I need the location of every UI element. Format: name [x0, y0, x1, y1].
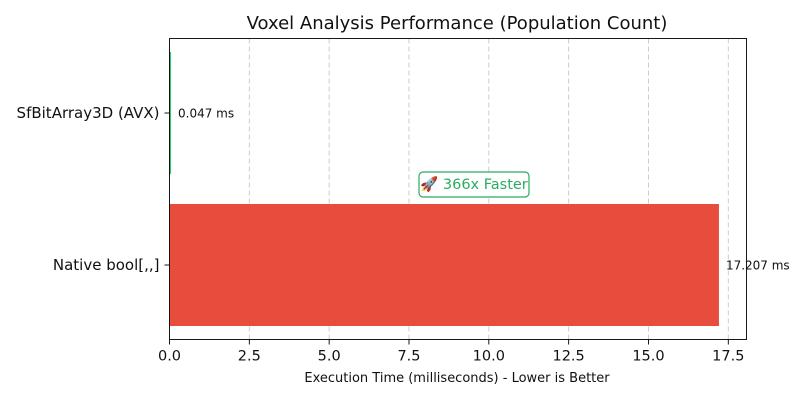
y-tick-label: SfBitArray3D (AVX)	[17, 104, 160, 122]
x-tick-label: 10.0	[473, 349, 505, 365]
x-tick-label: 5.0	[318, 349, 341, 365]
bar-value-label: 0.047 ms	[178, 107, 234, 121]
y-axis-ticks: SfBitArray3D (AVX) Native bool[,,]	[17, 104, 170, 274]
speedup-annotation: 🚀 366x Faster	[418, 171, 530, 198]
x-axis-ticks: 0.0 2.5 5.0 7.5 10.0 12.5 15.0 17.5	[158, 339, 744, 365]
chart-title: Voxel Analysis Performance (Population C…	[247, 13, 668, 34]
bars	[169, 52, 719, 326]
x-tick-label: 0.0	[158, 349, 181, 365]
data-labels: 0.047 ms 17.207 ms	[178, 107, 790, 273]
annotation-box	[418, 171, 530, 198]
x-tick-label: 15.0	[632, 349, 664, 365]
bar	[169, 52, 172, 174]
bar	[169, 204, 719, 326]
x-axis-label: Execution Time (milliseconds) - Lower is…	[304, 371, 610, 386]
y-tick-label: Native bool[,,]	[53, 256, 160, 274]
x-tick-label: 2.5	[238, 349, 261, 365]
plot-frame	[169, 38, 747, 340]
x-tick-label: 17.5	[712, 349, 744, 365]
x-tick-label: 12.5	[552, 349, 584, 365]
annotation-text: 🚀 366x Faster	[420, 175, 528, 193]
bar-value-label: 17.207 ms	[726, 259, 790, 273]
x-tick-label: 7.5	[397, 349, 420, 365]
